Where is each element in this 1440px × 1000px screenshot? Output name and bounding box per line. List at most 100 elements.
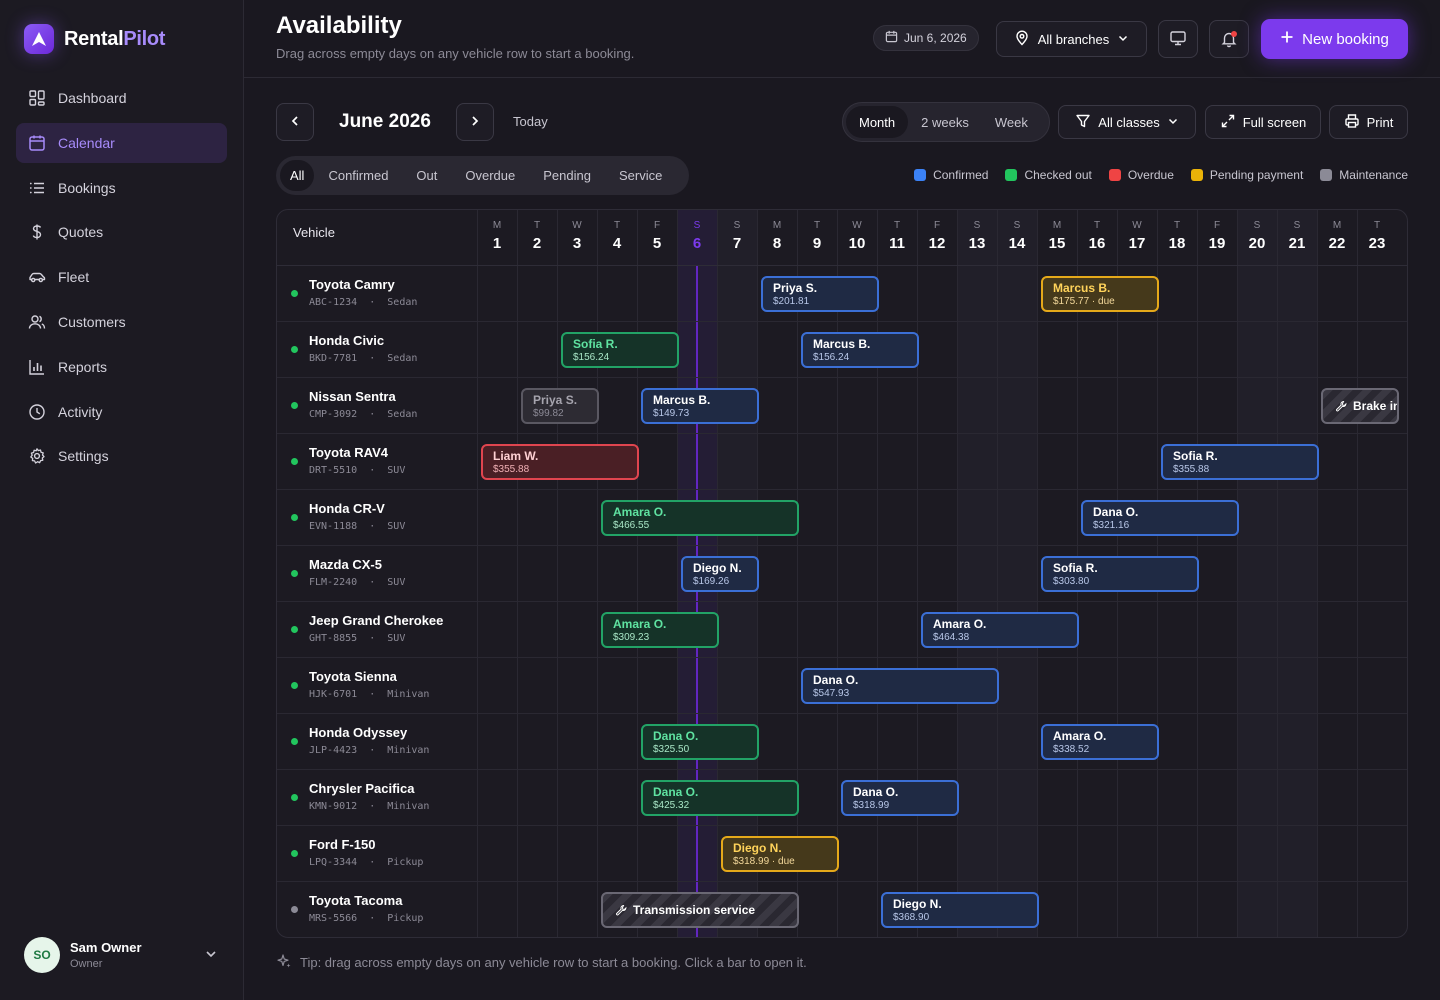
vehicle-plate: HJK-6701 (309, 689, 358, 700)
sidebar-item-dashboard[interactable]: Dashboard (16, 78, 227, 118)
vehicle-row[interactable]: Toyota Tacoma MRS-5566 · Pickup Transmissi… (277, 882, 1407, 937)
booking-bar[interactable]: Dana O. $547.93 (801, 668, 999, 704)
availability-grid: Vehicle M 1 T 2 W 3 T 4 F 5 S 6 S 7 M 8 T 9 W 10 T 11 F 12 S 13 S 1… (276, 209, 1408, 938)
filter-tab-confirmed[interactable]: Confirmed (328, 168, 389, 183)
day-number: 20 (1248, 235, 1266, 252)
service-bar[interactable]: Transmission service (601, 892, 799, 928)
booking-bar[interactable]: Marcus B. $156.24 (801, 332, 919, 368)
booking-bar[interactable]: Sofia R. $303.80 (1041, 556, 1199, 592)
booking-bar[interactable]: Diego N. $368.90 (881, 892, 1039, 928)
date-chip[interactable]: Jun 6, 2026 (873, 25, 979, 51)
sidebar-item-reports[interactable]: Reports (16, 347, 227, 387)
booking-bar[interactable]: Dana O. $318.99 (841, 780, 959, 816)
monitor-icon (1169, 29, 1187, 50)
booking-bar[interactable]: Sofia R. $156.24 (561, 332, 679, 368)
vehicle-row[interactable]: Toyota RAV4 DRT-5510 · SUV Liam W. $355.88 S… (277, 434, 1407, 490)
day-of-week: T (613, 220, 621, 231)
booking-bar[interactable]: Marcus B. $149.73 (641, 388, 759, 424)
vehicle-meta: MRS-5566 · Pickup (309, 913, 424, 924)
chevron-down-icon[interactable] (204, 947, 218, 964)
class-filter[interactable]: All classes (1058, 105, 1196, 139)
view-2-weeks[interactable]: 2 weeks (921, 114, 969, 130)
sidebar-item-bookings[interactable]: Bookings (16, 168, 227, 208)
filter-tab-service[interactable]: Service (618, 168, 663, 183)
sidebar-item-fleet[interactable]: Fleet (16, 257, 227, 297)
vehicle-meta: GHT-8855 · SUV (309, 633, 406, 644)
today-button[interactable]: Today (513, 114, 548, 129)
next-month-button[interactable] (456, 103, 494, 141)
print-button[interactable]: Print (1329, 105, 1408, 139)
booking-bar[interactable]: Priya S. $99.82 (521, 388, 599, 424)
vehicle-cell: Toyota Camry ABC-1234 · Sedan (277, 266, 477, 322)
vehicle-status-dot (291, 290, 298, 297)
vehicle-row[interactable]: Toyota Sienna HJK-6701 · Minivan Dana O. $5… (277, 658, 1407, 714)
day-header: W 17 (1117, 210, 1157, 266)
logo-icon (24, 24, 54, 54)
vehicle-row[interactable]: Toyota Camry ABC-1234 · Sedan Priya S. $201… (277, 266, 1407, 322)
booking-bar[interactable]: Dana O. $321.16 (1081, 500, 1239, 536)
vehicle-row[interactable]: Nissan Sentra CMP-3092 · Sedan Priya S. $99… (277, 378, 1407, 434)
prev-month-button[interactable] (276, 103, 314, 141)
day-of-week: S (1253, 220, 1261, 231)
sidebar-item-calendar[interactable]: Calendar (16, 122, 227, 163)
service-bar[interactable]: Brake inspection (1321, 388, 1399, 424)
vehicle-row[interactable]: Chrysler Pacifica KMN-9012 · Minivan Dana … (277, 770, 1407, 826)
booking-bar[interactable]: Marcus B. $175.77 · due (1041, 276, 1159, 312)
vehicle-row[interactable]: Mazda CX-5 FLM-2240 · SUV Diego N. $169.26 S… (277, 546, 1407, 602)
vehicle-class: SUV (387, 521, 406, 532)
sidebar-item-settings[interactable]: Settings (16, 436, 227, 476)
vehicle-row[interactable]: Ford F-150 LPQ-3344 · Pickup Diego N. $318.… (277, 826, 1407, 882)
day-header: F 12 (917, 210, 957, 266)
day-number: 11 (889, 235, 905, 252)
legend-swatch (1108, 169, 1121, 181)
booking-bar[interactable]: Priya S. $201.81 (761, 276, 879, 312)
day-of-week: W (852, 220, 862, 231)
booking-amount: $321.16 (1093, 520, 1130, 531)
vehicle-status-dot (291, 458, 298, 465)
booking-bar[interactable]: Amara O. $464.38 (921, 612, 1079, 648)
booking-bar[interactable]: Amara O. $309.23 (601, 612, 719, 648)
fullscreen-button[interactable]: Full screen (1205, 105, 1321, 139)
vehicle-meta: KMN-9012 · Minivan (309, 801, 430, 812)
sidebar-item-customers[interactable]: Customers (16, 302, 227, 342)
booking-bar[interactable]: Dana O. $325.50 (641, 724, 759, 760)
service-label: Transmission service (633, 903, 756, 917)
booking-customer: Dana O. (1093, 505, 1139, 519)
vehicle-row[interactable]: Honda Odyssey JLP-4423 · Minivan Dana O. $3… (277, 714, 1407, 770)
filter-tab-all[interactable]: All (280, 160, 315, 191)
brand[interactable]: RentalPilot (24, 24, 165, 54)
view-month[interactable]: Month (846, 106, 909, 138)
sidebar-item-quotes[interactable]: Quotes (16, 212, 227, 252)
booking-bar[interactable]: Dana O. $425.32 (641, 780, 799, 816)
booking-bar[interactable]: Liam W. $355.88 (481, 444, 639, 480)
vehicle-row[interactable]: Honda Civic BKD-7781 · Sedan Sofia R. $156.… (277, 322, 1407, 378)
booking-bar[interactable]: Sofia R. $355.88 (1161, 444, 1319, 480)
bar-chart-icon (28, 358, 46, 376)
booking-customer: Amara O. (613, 505, 667, 519)
user-menu[interactable]: SO Sam Owner Owner (24, 936, 224, 974)
day-header: T 23 (1357, 210, 1397, 266)
notifications-button[interactable] (1209, 20, 1249, 58)
grid-header: Vehicle M 1 T 2 W 3 T 4 F 5 S 6 S 7 M 8 T 9 W 10 T 11 F 12 S 13 S 1… (277, 210, 1407, 266)
filter-tab-overdue[interactable]: Overdue (465, 168, 516, 183)
day-of-week: F (933, 220, 941, 231)
branch-select[interactable]: All branches (996, 21, 1147, 57)
display-button[interactable] (1158, 20, 1198, 58)
booking-bar[interactable]: Diego N. $169.26 (681, 556, 759, 592)
filter-tab-pending[interactable]: Pending (543, 168, 591, 183)
view-week[interactable]: Week (994, 114, 1028, 130)
sidebar-item-activity[interactable]: Activity (16, 392, 227, 432)
booking-customer: Diego N. (893, 897, 942, 911)
day-header: S 13 (957, 210, 997, 266)
filter-tab-out[interactable]: Out (416, 168, 438, 183)
vehicle-row[interactable]: Jeep Grand Cherokee GHT-8855 · SUV Amara O… (277, 602, 1407, 658)
tip: Tip: drag across empty days on any vehic… (276, 953, 807, 972)
vehicle-status-dot (291, 514, 298, 521)
booking-bar[interactable]: Diego N. $318.99 · due (721, 836, 839, 872)
booking-bar[interactable]: Amara O. $338.52 (1041, 724, 1159, 760)
vehicle-row[interactable]: Honda CR-V EVN-1188 · SUV Amara O. $466.55 D… (277, 490, 1407, 546)
vehicle-meta: LPQ-3344 · Pickup (309, 857, 424, 868)
booking-bar[interactable]: Amara O. $466.55 (601, 500, 799, 536)
new-booking-button[interactable]: New booking (1261, 19, 1408, 59)
